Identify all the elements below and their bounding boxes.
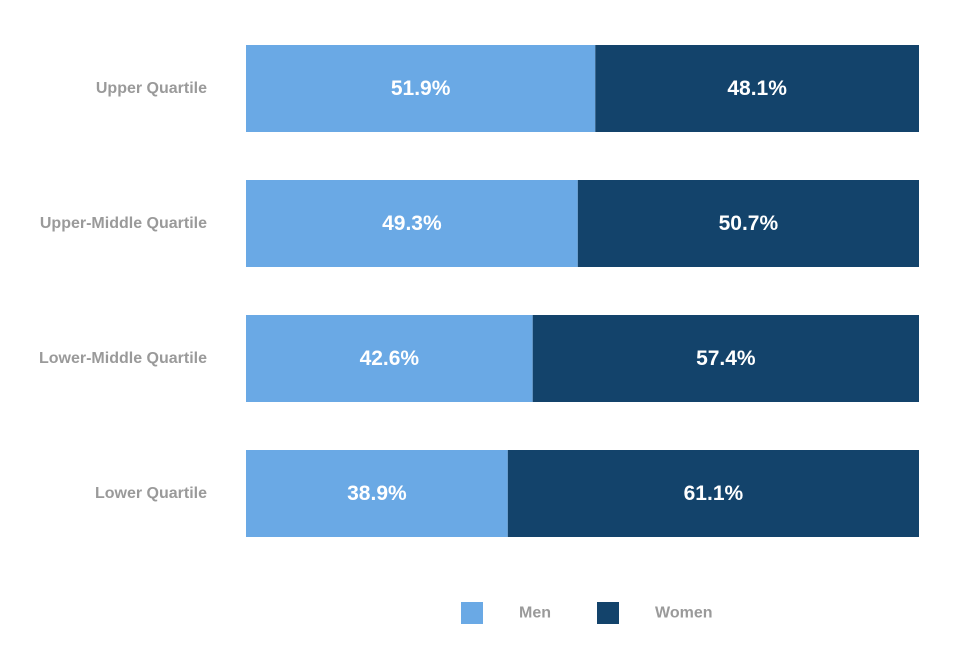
legend: Men Women: [461, 602, 712, 624]
bar-men-upper-middle-quartile: [246, 180, 578, 267]
bar-women-lower-quartile: [507, 450, 919, 537]
category-label: Lower-Middle Quartile: [39, 350, 207, 367]
bar-group-upper-middle-quartile: Upper-Middle Quartile 49.3% 50.7%: [40, 180, 919, 267]
bar-group-lower-middle-quartile: Lower-Middle Quartile 42.6% 57.4%: [39, 315, 919, 402]
data-label: 51.9%: [391, 77, 451, 100]
data-label: 42.6%: [360, 347, 420, 370]
data-label: 50.7%: [719, 212, 779, 235]
legend-item-women: Women: [597, 602, 712, 624]
legend-label: Women: [655, 605, 712, 622]
category-label: Lower Quartile: [95, 485, 207, 502]
data-label: 49.3%: [382, 212, 442, 235]
legend-label: Men: [519, 605, 551, 622]
data-label: 61.1%: [684, 482, 744, 505]
bar-group-upper-quartile: Upper Quartile 51.9% 48.1%: [96, 45, 919, 132]
legend-item-men: Men: [461, 602, 551, 624]
data-label: 48.1%: [727, 77, 787, 100]
legend-swatch: [597, 602, 619, 624]
bar-women-upper-quartile: [595, 45, 919, 132]
bar-women-lower-middle-quartile: [532, 315, 919, 402]
bar-men-lower-quartile: [246, 450, 508, 537]
category-label: Upper-Middle Quartile: [40, 215, 207, 232]
data-label: 57.4%: [696, 347, 756, 370]
bar-men-lower-middle-quartile: [246, 315, 533, 402]
category-label: Upper Quartile: [96, 80, 207, 97]
legend-swatch: [461, 602, 483, 624]
bar-women-upper-middle-quartile: [577, 180, 919, 267]
data-label: 38.9%: [347, 482, 407, 505]
bar-group-lower-quartile: Lower Quartile 38.9% 61.1%: [95, 450, 919, 537]
bar-men-upper-quartile: [246, 45, 596, 132]
